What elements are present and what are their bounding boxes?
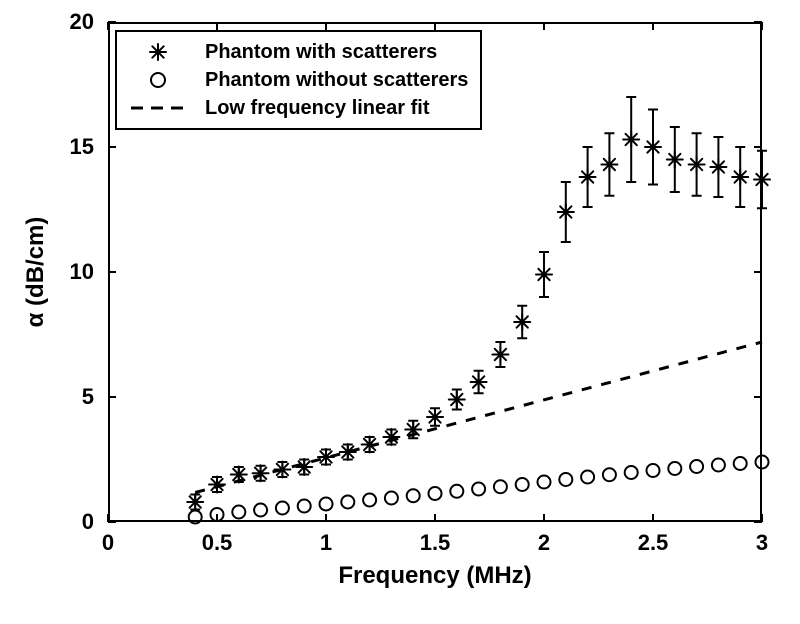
circle-marker	[407, 489, 420, 502]
asterisk-marker	[427, 409, 443, 425]
asterisk-marker	[558, 204, 574, 220]
circle-marker	[756, 456, 769, 469]
asterisk-marker	[405, 422, 421, 438]
asterisk-marker	[362, 437, 378, 453]
asterisk-marker	[187, 494, 203, 510]
circle-marker	[668, 462, 681, 475]
y-tick-label: 5	[82, 384, 94, 410]
circle-marker	[538, 476, 551, 489]
circle-marker	[494, 480, 507, 493]
circle-marker	[472, 483, 485, 496]
circle-marker	[559, 473, 572, 486]
circle-marker	[581, 471, 594, 484]
circle-marker	[712, 459, 725, 472]
circle-marker	[625, 466, 638, 479]
x-axis-label: Frequency (MHz)	[338, 562, 531, 590]
circle-marker	[320, 498, 333, 511]
circle-marker	[603, 468, 616, 481]
circle-marker	[734, 457, 747, 470]
asterisk-marker	[601, 157, 617, 173]
circle-marker	[450, 485, 463, 498]
x-tick-label: 0.5	[202, 530, 233, 556]
asterisk-marker	[492, 347, 508, 363]
y-tick-label: 20	[70, 9, 94, 35]
legend-swatch	[129, 66, 187, 94]
circle-marker	[385, 492, 398, 505]
asterisk-marker	[274, 462, 290, 478]
asterisk-marker	[449, 392, 465, 408]
asterisk-marker	[645, 139, 661, 155]
circle-marker	[189, 511, 202, 524]
legend-row: Phantom without scatterers	[129, 66, 468, 94]
asterisk-marker	[209, 477, 225, 493]
circle-marker	[341, 496, 354, 509]
circle-marker	[429, 487, 442, 500]
x-tick-label: 2.5	[638, 530, 669, 556]
x-tick-label: 1.5	[420, 530, 451, 556]
legend-row: Low frequency linear fit	[129, 94, 468, 122]
legend-label: Phantom with scatterers	[205, 41, 437, 64]
circle-marker	[516, 478, 529, 491]
asterisk-marker	[318, 449, 334, 465]
legend: Phantom with scatterers Phantom without s…	[115, 30, 482, 130]
legend-swatch	[129, 38, 187, 66]
circle-marker	[254, 504, 267, 517]
x-tick-label: 3	[756, 530, 768, 556]
asterisk-marker	[253, 465, 269, 481]
legend-row: Phantom with scatterers	[129, 38, 468, 66]
circle-marker	[363, 494, 376, 507]
asterisk-marker	[340, 444, 356, 460]
legend-swatch	[129, 94, 187, 122]
circle-marker	[276, 502, 289, 515]
legend-label: Low frequency linear fit	[205, 97, 429, 120]
legend-label: Phantom without scatterers	[205, 69, 468, 92]
y-tick-label: 10	[70, 259, 94, 285]
x-tick-label: 0	[102, 530, 114, 556]
asterisk-marker	[732, 169, 748, 185]
asterisk-marker	[689, 157, 705, 173]
asterisk-marker	[231, 467, 247, 483]
asterisk-marker	[580, 169, 596, 185]
circle-marker	[232, 506, 245, 519]
circle-marker	[647, 464, 660, 477]
circle-marker	[298, 500, 311, 513]
asterisk-marker	[150, 44, 166, 60]
y-axis-label: α (dB/cm)	[22, 217, 50, 328]
x-tick-label: 2	[538, 530, 550, 556]
y-tick-label: 0	[82, 509, 94, 535]
asterisk-marker	[710, 159, 726, 175]
asterisk-marker	[383, 429, 399, 445]
asterisk-marker	[514, 314, 530, 330]
asterisk-marker	[536, 267, 552, 283]
asterisk-marker	[623, 132, 639, 148]
asterisk-marker	[667, 152, 683, 168]
x-tick-label: 1	[320, 530, 332, 556]
asterisk-marker	[471, 374, 487, 390]
circle-marker	[690, 460, 703, 473]
y-tick-label: 15	[70, 134, 94, 160]
asterisk-marker	[754, 172, 770, 188]
asterisk-marker	[296, 459, 312, 475]
